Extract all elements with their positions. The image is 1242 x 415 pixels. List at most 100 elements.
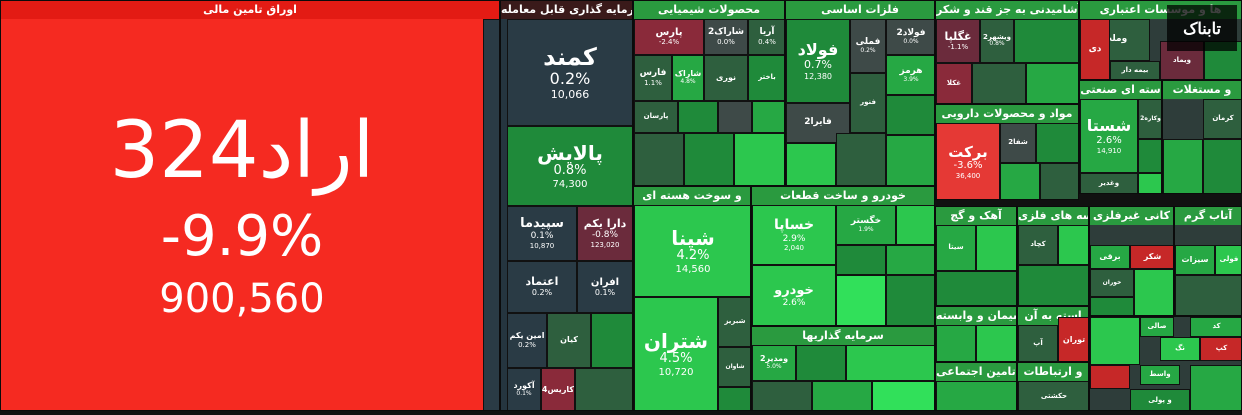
sector-related[interactable]: استه به آن آپ توران (1017, 306, 1089, 362)
sector-banks[interactable]: ها و موسسات اعتباری وملت دی بیمه دار ویم… (1079, 0, 1242, 80)
tile-fayra2[interactable]: فایرا2 (786, 103, 850, 143)
sector-petroleum[interactable]: و سوخت هسته ای شپنا 4.2% 14,560 شتران 4.… (633, 186, 751, 411)
tile-sanat[interactable]: صالی (1140, 317, 1174, 337)
tile-small (976, 325, 1016, 361)
tile-small (734, 133, 784, 185)
tile-small (718, 387, 750, 410)
tile-kchad[interactable]: کچاد (1018, 225, 1058, 265)
tile-kokd[interactable]: کد (1190, 317, 1241, 337)
tile-shepna[interactable]: شپنا 4.2% 14,560 (634, 205, 750, 297)
sector-securities[interactable]: اوراق تامین مالی اراد324 -9.9% 900,560 (0, 0, 500, 411)
tile-change: -9.9% (160, 204, 324, 270)
tile-small (1036, 123, 1078, 163)
tile-symbol: ویماد (1173, 56, 1191, 65)
tile-shetran[interactable]: شتران 4.5% 10,720 (634, 297, 718, 410)
tile-vibshahr[interactable]: ویشهر2 0.8% (980, 19, 1014, 63)
tile-noori[interactable]: نوری (704, 55, 748, 101)
sector-hot-water[interactable]: آتاب گرم سیزات فولی (1174, 206, 1242, 316)
tile-khgostar[interactable]: خگستر 1.9% (836, 205, 896, 245)
tile-vkharazm[interactable]: وکاره2 (1138, 99, 1161, 139)
sector-title: تامین اجتماعی (936, 363, 1016, 381)
tile-symbol: اراد324 (109, 106, 375, 197)
sector-lime[interactable]: آهک و گچ سیتا (935, 206, 1017, 306)
tile-kamand[interactable]: کمند 0.2% 10,066 (507, 19, 632, 126)
sector-pharma[interactable]: مواد و محصولات دارویی برکت -3.6% 36,400 … (935, 104, 1079, 200)
tile-palayesh[interactable]: پالایش 0.8% 74,300 (507, 126, 632, 206)
tile-karis4[interactable]: کاریس4 (541, 368, 575, 410)
tile-etemad[interactable]: اعتماد 0.2% (507, 261, 577, 313)
tile-fameli[interactable]: فملی 0.2% (850, 19, 886, 73)
tile-barqi[interactable]: برقی (1090, 245, 1130, 269)
tile-change: 2.9% (782, 233, 806, 244)
sector-metal-products[interactable]: سه های فلزی کچاد (1017, 206, 1089, 306)
tile-foolad2[interactable]: فولاد2 0.0% (886, 19, 934, 55)
tile-small (1090, 365, 1130, 389)
sector-beverages[interactable]: آشامیدنی به جز قند و شکر غگلپا -1.1% ویش… (935, 0, 1079, 104)
tile-zeytoon[interactable]: سیزات (1175, 245, 1215, 275)
tile-aminyekom[interactable]: امین یکم 0.2% (507, 313, 547, 368)
tile-kap[interactable]: کپ (1200, 337, 1241, 361)
tile-afran[interactable]: افران 0.1% (577, 261, 632, 313)
tile-sita[interactable]: سیتا (936, 225, 976, 271)
sector-social-security[interactable]: تامین اجتماعی (935, 362, 1017, 411)
tile-ghkola[interactable]: غکلا (936, 63, 972, 103)
tile-ghgolpa[interactable]: غگلپا -1.1% (936, 19, 980, 63)
sector-communications[interactable]: و ارتباطات حکشتی (1017, 362, 1089, 411)
sector-basic-metals[interactable]: فلزات اساسی فولاد 0.7% 12,380 فملی 0.2% … (785, 0, 935, 186)
tile-shavan[interactable]: شاوان (718, 347, 750, 387)
tile-small (786, 143, 836, 185)
tile-aria[interactable]: آریا 0.4% (748, 19, 784, 55)
tile-small (936, 271, 1016, 305)
sector-non-metal[interactable]: کانی غیرفلزی شکر برقی خوران (1089, 206, 1174, 316)
tile-shakar[interactable]: شکر (1130, 245, 1173, 269)
tile-nang[interactable]: نگ (1160, 337, 1200, 361)
tile-vmadyar[interactable]: ومدیر2 5.0% (752, 345, 796, 381)
tile-symbol: فولاد (797, 40, 839, 60)
sector-industrial-holdings[interactable]: سته ای صنعتی شستا 2.6% 14,910 وکاره2 وغد… (1079, 80, 1162, 194)
tile-shabriz[interactable]: شبریز (718, 297, 750, 347)
tile-khesapa[interactable]: خساپا 2.9% 2,040 (752, 205, 836, 265)
tile-fars[interactable]: فارس 1.1% (634, 55, 672, 101)
tile-pooli[interactable]: و پولی (1130, 389, 1190, 410)
tile-vghadir[interactable]: وغدیر (1080, 173, 1138, 193)
sector-real-estate[interactable]: و مستغلات کرمان (1162, 80, 1242, 194)
sector-misc[interactable]: صالی کد نگ کپ واسط و پولی (1089, 316, 1242, 411)
tile-sharak[interactable]: شاراک 4.8% (672, 55, 704, 101)
tile-ab[interactable]: آپ (1018, 325, 1058, 361)
tile-hormoz[interactable]: هرمز 3.9% (886, 55, 934, 95)
tile-symbol: شبریز (724, 317, 746, 326)
tile-bimedar[interactable]: بیمه دار (1110, 61, 1160, 79)
tile-change: -3.6% (953, 160, 983, 172)
tile-felezi[interactable]: فولی (1215, 245, 1241, 275)
sector-cement[interactable]: سیمان و وابسته (935, 306, 1017, 362)
tile-darayekom[interactable]: دارا یکم -0.8% 123,020 (577, 206, 632, 261)
tile-khoran[interactable]: خوران (1090, 269, 1134, 297)
tile-value: 36,400 (955, 171, 981, 180)
tile-vaset[interactable]: واسط (1140, 365, 1180, 385)
sector-automotive[interactable]: خودرو و ساخت قطعات خساپا 2.9% 2,040 خگست… (751, 186, 935, 326)
tile-barekat[interactable]: برکت -3.6% 36,400 (936, 123, 1000, 199)
sector-investments[interactable]: سرمایه گذاریها ومدیر2 5.0% (751, 326, 935, 411)
tile-small[interactable] (591, 313, 632, 368)
tile-foolad[interactable]: فولاد 0.7% 12,380 (786, 19, 850, 103)
tile-akord[interactable]: آکورد 0.1% (507, 368, 541, 410)
sector-chemicals[interactable]: محصولات شیمیایی پارس -2.4% شاراک2 0.0% آ… (633, 0, 785, 186)
tile-shafa2[interactable]: شفا2 (1000, 123, 1036, 163)
tile-khodro[interactable]: خودرو 2.6% (752, 265, 836, 325)
tile-change: 0.0% (903, 37, 919, 45)
tile-tooran[interactable]: توران (1058, 317, 1088, 361)
tile-pars[interactable]: پارس -2.4% (634, 19, 704, 55)
tile-small (575, 368, 632, 410)
tile-parsan[interactable]: پارسان (634, 101, 678, 133)
tile-shasta[interactable]: شستا 2.6% 14,910 (1080, 99, 1138, 173)
tile-fanvar[interactable]: فنور (850, 73, 886, 133)
tile-kian[interactable]: کیان (547, 313, 591, 368)
tile-sharak2[interactable]: شاراک2 0.0% (704, 19, 748, 55)
tile-bakhter[interactable]: باختر (748, 55, 784, 101)
tile-arad324[interactable]: اراد324 -9.9% 900,560 (1, 19, 483, 410)
tile-kerman[interactable]: کرمان (1203, 99, 1241, 139)
tile-hakshti[interactable]: حکشتی (1018, 381, 1088, 410)
tile-dey[interactable]: دی (1080, 19, 1110, 79)
sector-investment[interactable]: سرمایه گذاری قابل معامله کمند 0.2% 10,06… (500, 0, 633, 411)
tile-sepidma[interactable]: سپیدما 0.1% 10,870 (507, 206, 577, 261)
